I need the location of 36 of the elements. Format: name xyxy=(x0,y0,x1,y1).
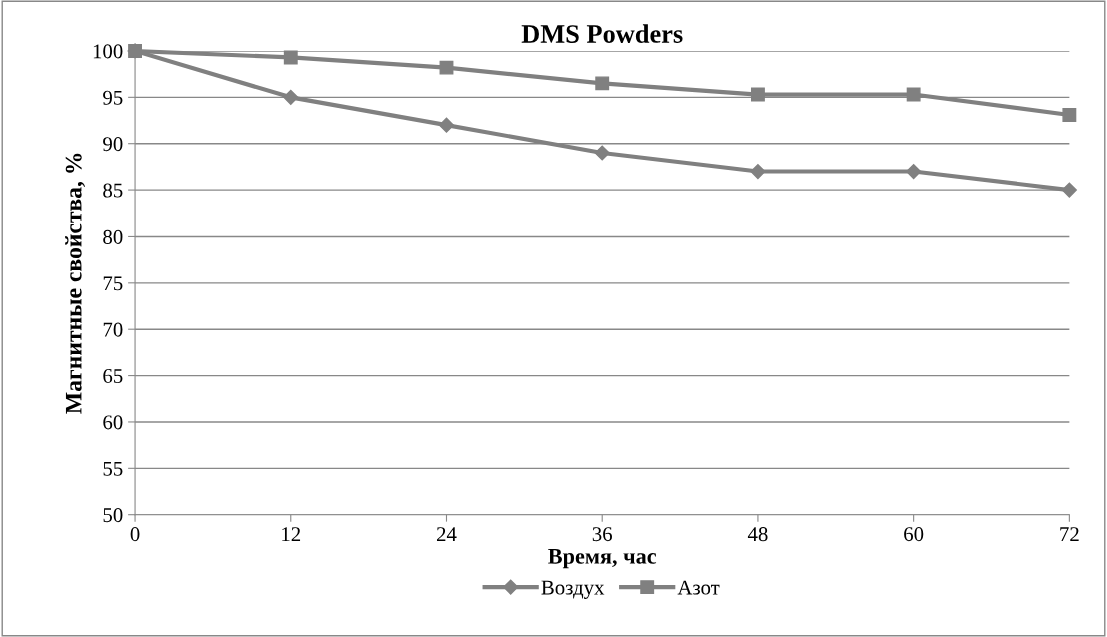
y-tick-label: 60 xyxy=(103,415,123,430)
x-tick-label: 60 xyxy=(904,527,924,542)
point xyxy=(906,87,921,102)
x-tick-label: 48 xyxy=(747,527,768,542)
point xyxy=(283,50,298,65)
point xyxy=(595,76,610,91)
point xyxy=(439,60,454,75)
point xyxy=(750,163,766,180)
point xyxy=(283,89,299,105)
y-tick-label: 85 xyxy=(103,183,123,198)
x-tick-label: 72 xyxy=(1060,527,1079,541)
x-tick-label: 12 xyxy=(282,527,301,541)
y-tick-label: 100 xyxy=(93,44,123,59)
point xyxy=(1061,182,1077,198)
x-tick-label: 24 xyxy=(436,527,457,541)
y-tick-label: 80 xyxy=(103,229,123,244)
y-tick-label: 70 xyxy=(103,322,123,337)
point xyxy=(750,87,765,102)
point xyxy=(1062,108,1077,122)
x-tick-label: 36 xyxy=(592,527,612,542)
y-tick-label: 55 xyxy=(103,461,123,476)
x-axis-title: Время, час xyxy=(548,549,657,569)
point xyxy=(128,44,142,58)
chart-title: DMS Powders xyxy=(521,24,683,43)
x-tick-label: 0 xyxy=(130,527,140,542)
y-tick-label: 75 xyxy=(103,276,123,291)
y-tick-label: 65 xyxy=(103,369,123,384)
y-tick-label: 95 xyxy=(103,90,123,105)
y-tick-label: 50 xyxy=(103,508,123,523)
legend-label: Воздух xyxy=(541,580,605,599)
y-tick-label: 90 xyxy=(103,137,123,152)
y-axis-title: Магнитные свойства, % xyxy=(65,153,86,414)
point xyxy=(906,163,922,180)
point xyxy=(438,117,455,133)
point xyxy=(594,145,610,161)
legend-label: Азот xyxy=(677,580,720,595)
